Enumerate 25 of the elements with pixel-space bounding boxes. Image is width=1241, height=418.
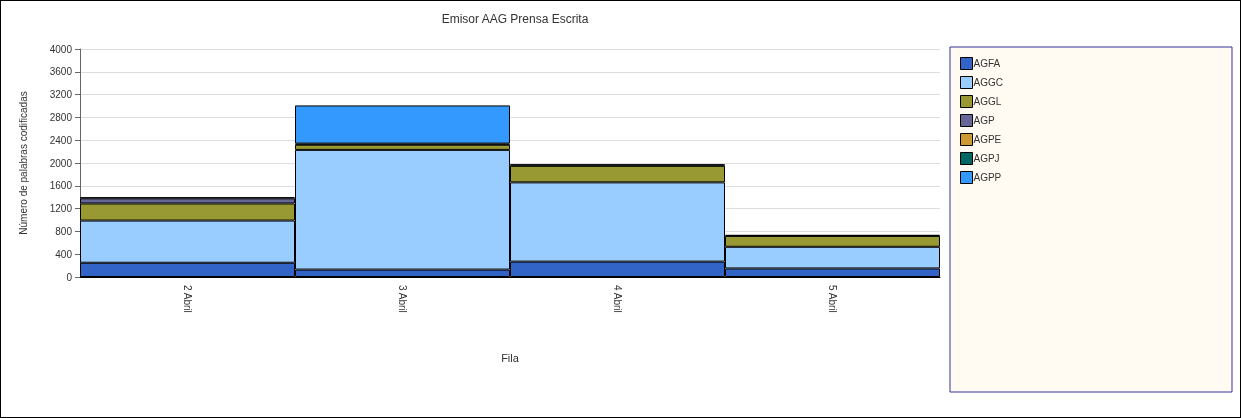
y-tick-label: 2400 (49, 134, 73, 146)
legend-label: AGPE (973, 134, 1002, 145)
y-tick-label: 2000 (49, 157, 73, 169)
legend-label: AGGL (973, 96, 1002, 107)
y-tick-label: 2800 (49, 111, 73, 123)
x-tick-label: 2 Abril (182, 285, 193, 313)
y-tick-label: 4000 (49, 43, 73, 55)
y-tick-label: 800 (55, 225, 73, 237)
x-tick-label: 5 Abril (827, 285, 838, 313)
y-tick-label: 1600 (49, 180, 73, 192)
x-tick-label: 3 Abril (397, 285, 408, 313)
x-axis-title: Fila (501, 351, 520, 364)
y-axis-title: Número de palabras codificadas (17, 91, 29, 235)
legend-label: AGFA (973, 58, 1001, 69)
legend-label: AGPP (973, 172, 1002, 183)
legend-label: AGGC (973, 77, 1003, 88)
legend-label: AGP (973, 115, 995, 126)
legend-label: AGPJ (973, 153, 1000, 164)
y-tick-label: 0 (66, 271, 73, 283)
y-tick-label: 3200 (49, 89, 73, 101)
x-tick-label: 4 Abril (612, 285, 623, 313)
y-tick-label: 3600 (49, 66, 73, 78)
chart-title: Emisor AAG Prensa Escrita (441, 12, 589, 26)
y-tick-label: 400 (55, 248, 73, 260)
y-tick-label: 1200 (49, 203, 73, 215)
